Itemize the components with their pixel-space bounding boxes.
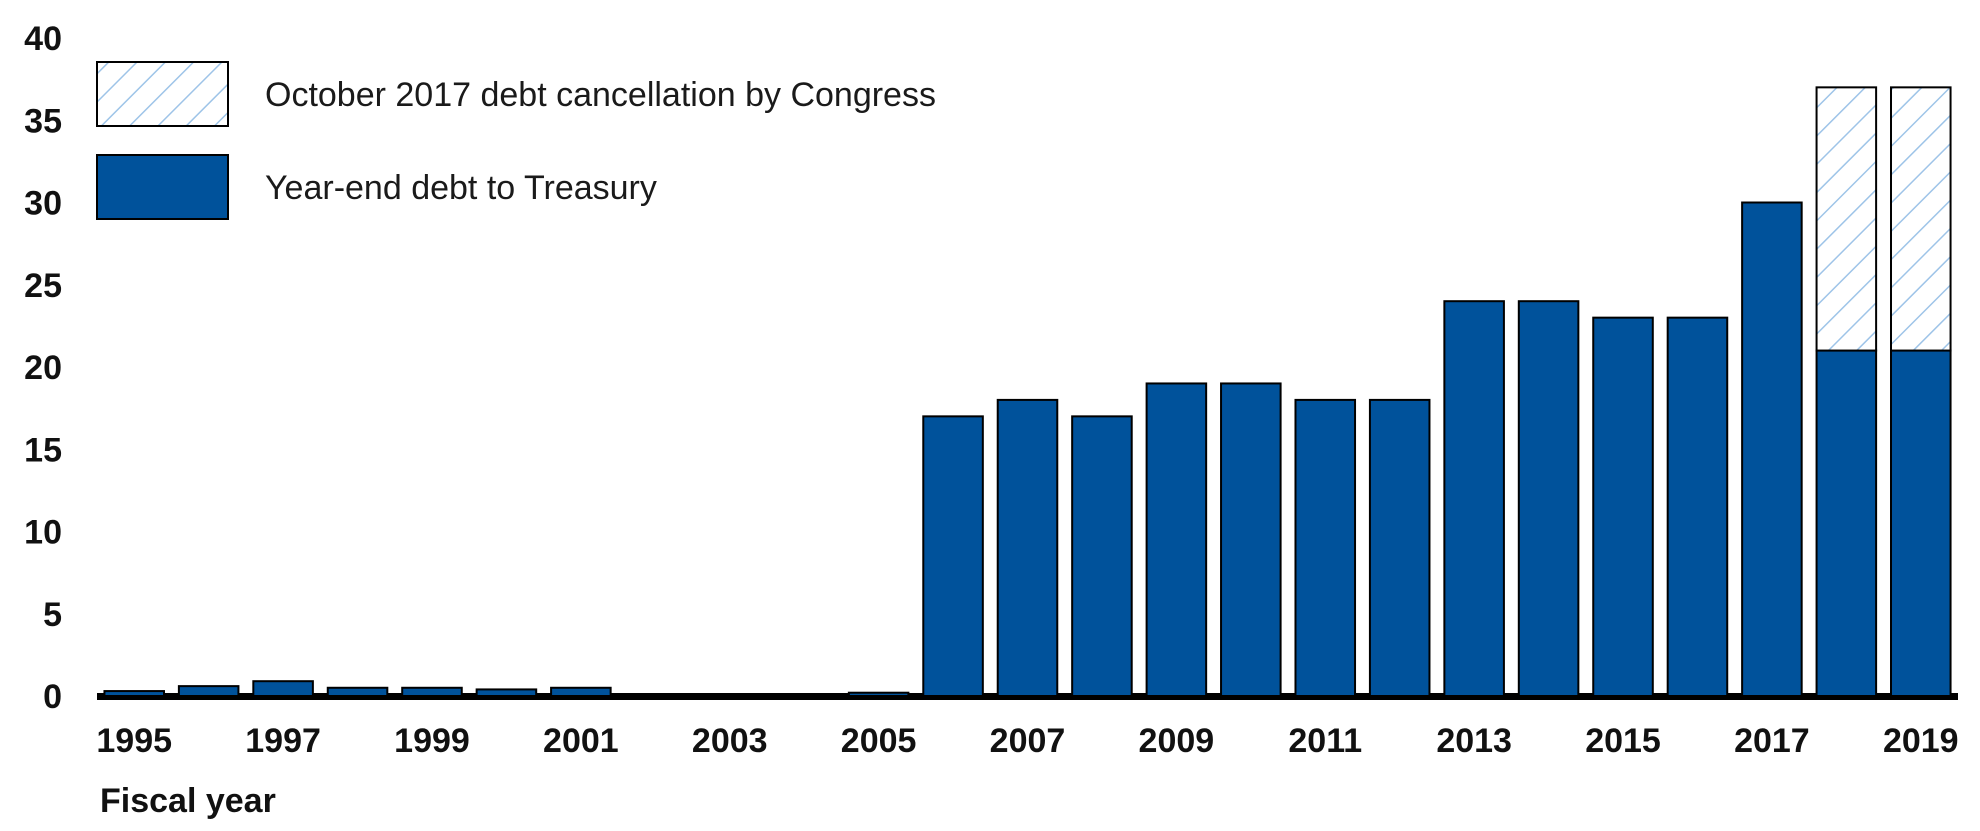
x-tick-label: 2011	[1288, 722, 1362, 760]
y-tick-label: 0	[43, 678, 62, 716]
y-tick-label: 35	[24, 102, 62, 140]
bar-year-end-debt-1999	[401, 686, 463, 698]
bar-year-end-debt-2015	[1592, 316, 1654, 697]
y-tick-label: 40	[24, 20, 62, 58]
bar-year-end-debt-2017	[1741, 201, 1803, 697]
bar-year-end-debt-1998	[326, 686, 389, 698]
bar-year-end-debt-1995	[103, 690, 165, 698]
y-tick-label: 20	[24, 349, 62, 387]
bar-year-end-debt-2007	[996, 398, 1059, 697]
x-tick-label: 1999	[394, 722, 470, 760]
bar-year-end-debt-2002	[624, 693, 687, 697]
y-tick-label: 10	[24, 514, 62, 552]
bar-year-end-debt-2006	[922, 415, 984, 697]
y-tick-label: 25	[24, 267, 62, 305]
legend-label-debt-cancellation: October 2017 debt cancellation by Congre…	[265, 76, 936, 114]
x-tick-label: 2001	[543, 722, 619, 760]
bar-debt-cancellation-2018	[1815, 86, 1878, 352]
bar-year-end-debt-2001	[550, 686, 612, 698]
x-tick-label: 2007	[990, 722, 1066, 760]
bar-year-end-debt-1996	[177, 685, 240, 698]
bar-year-end-debt-2012	[1368, 398, 1431, 697]
bar-year-end-debt-2013	[1443, 300, 1505, 697]
legend-swatch-debt-cancellation	[96, 61, 229, 127]
legend: October 2017 debt cancellation by Congre…	[96, 61, 936, 220]
bar-year-end-debt-2005	[847, 691, 910, 698]
bar-year-end-debt-2016	[1666, 316, 1729, 697]
bar-year-end-debt-2019	[1890, 349, 1952, 697]
bar-year-end-debt-2010	[1220, 382, 1282, 697]
legend-label-year-end-debt: Year-end debt to Treasury	[265, 169, 657, 207]
legend-swatch-year-end-debt	[96, 154, 229, 220]
bar-year-end-debt-2011	[1294, 398, 1357, 697]
x-tick-label: 2013	[1436, 722, 1512, 760]
bar-year-end-debt-2003	[698, 693, 761, 697]
bar-year-end-debt-2014	[1517, 300, 1580, 697]
bar-year-end-debt-1997	[252, 680, 314, 698]
x-axis-title: Fiscal year	[100, 782, 276, 820]
bar-year-end-debt-2008	[1071, 415, 1133, 697]
x-tick-label: 2017	[1734, 722, 1810, 760]
x-tick-label: 2015	[1585, 722, 1661, 760]
x-tick-label: 2009	[1139, 722, 1215, 760]
y-tick-label: 15	[24, 431, 62, 469]
bar-year-end-debt-2000	[475, 688, 538, 697]
y-axis-tick-labels: 0 5 10 15 20 25 30 35 40	[24, 20, 62, 716]
bars-layer	[97, 86, 1958, 700]
bar-year-end-debt-2004	[773, 693, 835, 697]
bar-year-end-debt-2009	[1145, 382, 1208, 697]
x-tick-label: 2005	[841, 722, 917, 760]
x-tick-label: 1995	[96, 722, 172, 760]
y-tick-label: 5	[43, 596, 62, 634]
bar-debt-cancellation-2019	[1890, 86, 1952, 352]
y-tick-label: 30	[24, 185, 62, 223]
bar-year-end-debt-2018	[1815, 349, 1878, 697]
x-tick-label: 2003	[692, 722, 768, 760]
x-tick-label: 2019	[1883, 722, 1959, 760]
x-axis-tick-labels: 1995 1997 1999 2001 2003 2005 2007 2009 2011 2013…	[96, 722, 1958, 760]
x-tick-label: 1997	[245, 722, 321, 760]
